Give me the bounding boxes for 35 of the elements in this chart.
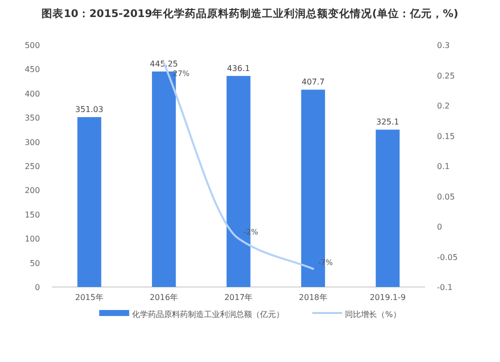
y2-tick-label: -0.05 — [437, 252, 458, 262]
bar — [376, 130, 400, 287]
y-tick-label: 500 — [24, 41, 40, 50]
data-label: 445.25 — [150, 60, 178, 68]
y2-tick-label: -0.1 — [437, 283, 453, 292]
bar — [77, 117, 102, 287]
legend-label: 化学药品原料药制造工业利润总额（亿元） — [132, 310, 284, 319]
x-tick-label: 2016年 — [150, 293, 178, 302]
y-tick-label: 0 — [34, 283, 40, 292]
x-tick-label: 2018年 — [298, 293, 328, 302]
y-tick-label: 50 — [30, 258, 40, 268]
y2-tick-label: 0.05 — [437, 192, 455, 202]
y-tick-label: 100 — [24, 234, 40, 244]
data-label: 436.1 — [227, 64, 250, 73]
data-label: 325.1 — [376, 118, 400, 127]
y-tick-label: 250 — [24, 162, 40, 171]
y-tick-label: 450 — [24, 65, 40, 74]
y2-tick-label: 0.1 — [437, 162, 450, 171]
legend-label: 同比增长（%） — [345, 310, 401, 319]
data-label: 351.03 — [75, 105, 104, 114]
y-tick-label: 200 — [24, 186, 40, 196]
y2-tick-label: 0.25 — [437, 71, 455, 80]
y2-tick-label: 0 — [437, 222, 442, 232]
x-tick-label: 2019.1-9 — [370, 293, 406, 302]
y-tick-label: 300 — [24, 138, 40, 147]
x-tick-label: 2015年 — [75, 293, 104, 302]
y-tick-label: 350 — [24, 114, 40, 123]
y2-tick-label: 0.2 — [437, 102, 450, 110]
y2-tick-label: 0.15 — [437, 132, 455, 141]
y-tick-label: 150 — [24, 210, 40, 220]
data-label: 407.7 — [302, 78, 325, 87]
chart-title: 图表10：2015-2019年化学药品原料药制造工业利润总额变化情况(单位：亿元，%) — [42, 7, 458, 20]
y-tick-label: 400 — [24, 89, 40, 98]
x-tick-label: 2017年 — [224, 293, 253, 302]
y2-tick-label: 0.3 — [437, 41, 450, 50]
